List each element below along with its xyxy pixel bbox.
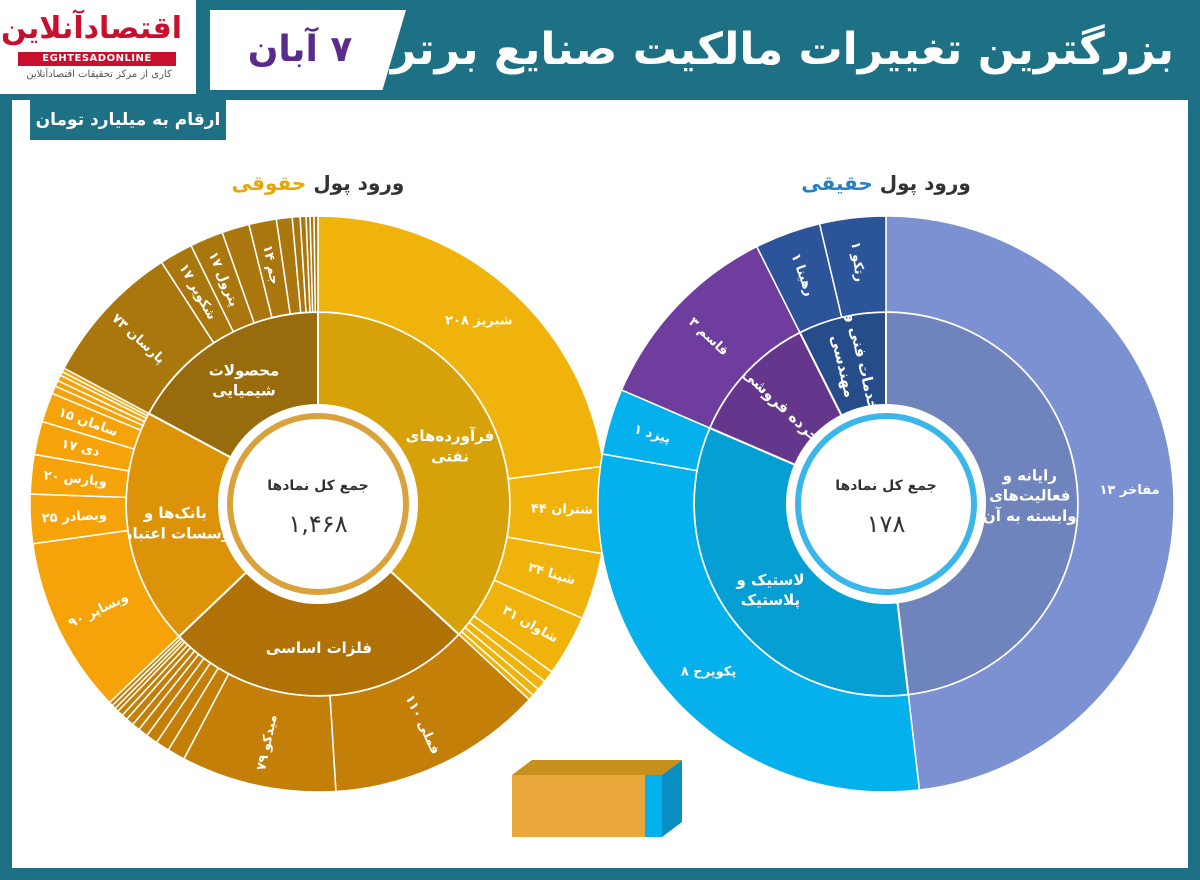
legal-chart-title: ورود پول حقوقی: [232, 171, 405, 196]
stock-label: رتکو ۱: [848, 241, 868, 283]
stock-label: شبریز ۲۰۸: [445, 313, 512, 328]
box-accent: [645, 775, 662, 837]
center-hole: [218, 404, 418, 604]
industry-label: رایانه و فعالیت‌های وابسته به آن: [983, 466, 1077, 525]
industry-label: محصولات شیمیایی: [209, 361, 280, 399]
box-top: [512, 760, 682, 775]
stock-label: وبصادر ۲۵: [41, 507, 107, 525]
center-ring: [795, 413, 977, 595]
stock-slice: [313, 215, 319, 313]
logo-name: اقتصادآنلاین: [1, 11, 182, 46]
units-label: ارقام به میلیارد تومان: [30, 100, 226, 140]
stock-slice: [885, 215, 1175, 791]
date-label: ۷ آبان: [247, 29, 353, 70]
logo-tagline: کاری از مرکز تحقیقات اقتصادآنلاین: [26, 69, 172, 80]
stock-slice: [317, 215, 605, 480]
stock-label: پکویرح ۸: [681, 664, 736, 679]
real-sunburst: رایانه و فعالیت‌های وابسته به آن مفاخر ۱۳ لا…: [597, 215, 1175, 793]
center-label: جمع کل نمادها: [267, 478, 368, 494]
center-value: ۱۷۸: [867, 510, 906, 538]
box-side: [662, 760, 682, 837]
stock-slice: [597, 453, 921, 793]
box-front: [512, 775, 662, 837]
center-label: جمع کل نمادها: [835, 478, 936, 494]
date-box: [210, 10, 406, 90]
stock-label: وپارس ۲۰: [43, 468, 108, 490]
center-hole: [786, 404, 986, 604]
industry-label: لاستیک و پلاستیک: [735, 570, 804, 609]
industry-label: فرآورده‌های نفتی: [406, 427, 495, 465]
real-chart-title: ورود پول حقیقی: [801, 171, 971, 196]
legal-title-highlight: حقوقی: [232, 171, 307, 195]
legal-title-prefix: ورود پول: [313, 171, 404, 196]
center-value: ۱,۴۶۸: [288, 510, 347, 538]
page-title: بزرگترین تغییرات مالکیت صنایع برتر: [390, 24, 1174, 75]
logo-latin: EGHTESADONLINE: [18, 52, 176, 66]
stock-slice: [818, 215, 887, 319]
stock-label: مفاخر ۱۳: [1100, 482, 1160, 497]
stock-label: شتران ۴۴: [531, 501, 593, 517]
real-title-highlight: حقیقی: [801, 171, 873, 195]
decorative-box: [512, 760, 682, 837]
center-ring: [227, 413, 409, 595]
industry-label: فلزات اساسی: [266, 638, 372, 656]
real-title-prefix: ورود پول: [880, 171, 971, 196]
logo: اقتصادآنلاین EGHTESADONLINE کاری از مرکز…: [0, 0, 196, 94]
industry-label: بانک‌ها و مؤسسات اعتباری: [110, 504, 240, 542]
